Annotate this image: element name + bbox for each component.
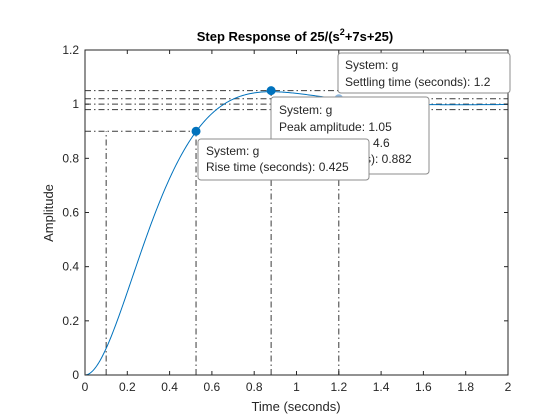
chart-title: Step Response of 25/(s2+7s+25) bbox=[197, 27, 394, 44]
y-axis-label: Amplitude bbox=[41, 184, 56, 242]
x-tick-label: 1.8 bbox=[457, 380, 474, 394]
x-tick-label: 0.8 bbox=[246, 380, 263, 394]
settling-datatip-line-2: Settling time (seconds): 1.2 bbox=[345, 75, 491, 89]
rise-datatip-line-1: System: g bbox=[206, 144, 259, 158]
settling-datatip[interactable]: System: g Settling time (seconds): 1.2 bbox=[337, 52, 511, 94]
x-tick-label: 1.4 bbox=[373, 380, 390, 394]
y-tick-label: 1.2 bbox=[62, 43, 79, 57]
x-axis-label: Time (seconds) bbox=[251, 399, 340, 414]
peak-datatip-line-3: 4.6 bbox=[373, 136, 390, 150]
rise-marker bbox=[191, 126, 201, 136]
y-tick-label: 0 bbox=[72, 368, 79, 382]
response-curve-layer bbox=[84, 91, 509, 376]
y-tick-label: 0.2 bbox=[62, 314, 79, 328]
axes-layer: 0 0.2 0.4 0.6 0.8 1 1.2 1.4 1.6 1.8 2 0 0.2 0.4 0.6 0.8… bbox=[62, 43, 511, 394]
x-tick-label: 1.6 bbox=[415, 380, 432, 394]
peak-datatip-line-4: s): 0.882 bbox=[365, 152, 412, 166]
y-tick-label: 1 bbox=[72, 97, 79, 111]
peak-datatip-line-1: System: g bbox=[279, 103, 332, 117]
x-tick-label: 1 bbox=[293, 380, 300, 394]
x-tick-label: 0.6 bbox=[204, 380, 221, 394]
step-response-line bbox=[84, 91, 509, 376]
peak-datatip-line-2: Peak amplitude: 1.05 bbox=[279, 120, 392, 134]
x-tick-label: 1.2 bbox=[330, 380, 347, 394]
peak-marker bbox=[266, 86, 276, 96]
rise-datatip[interactable]: System: g Rise time (seconds): 0.425 bbox=[197, 138, 370, 181]
y-tick-label: 0.8 bbox=[62, 151, 79, 165]
x-tick-label: 0.4 bbox=[161, 380, 178, 394]
settling-datatip-box bbox=[337, 52, 511, 94]
x-tick-label: 2 bbox=[505, 380, 512, 394]
settling-datatip-line-1: System: g bbox=[345, 58, 398, 72]
x-tick-label: 0 bbox=[82, 380, 89, 394]
rise-datatip-box bbox=[197, 138, 370, 181]
y-tick-label: 0.6 bbox=[62, 206, 79, 220]
x-tick-label: 0.2 bbox=[119, 380, 136, 394]
rise-datatip-line-2: Rise time (seconds): 0.425 bbox=[206, 160, 349, 174]
y-tick-label: 0.4 bbox=[62, 260, 79, 274]
